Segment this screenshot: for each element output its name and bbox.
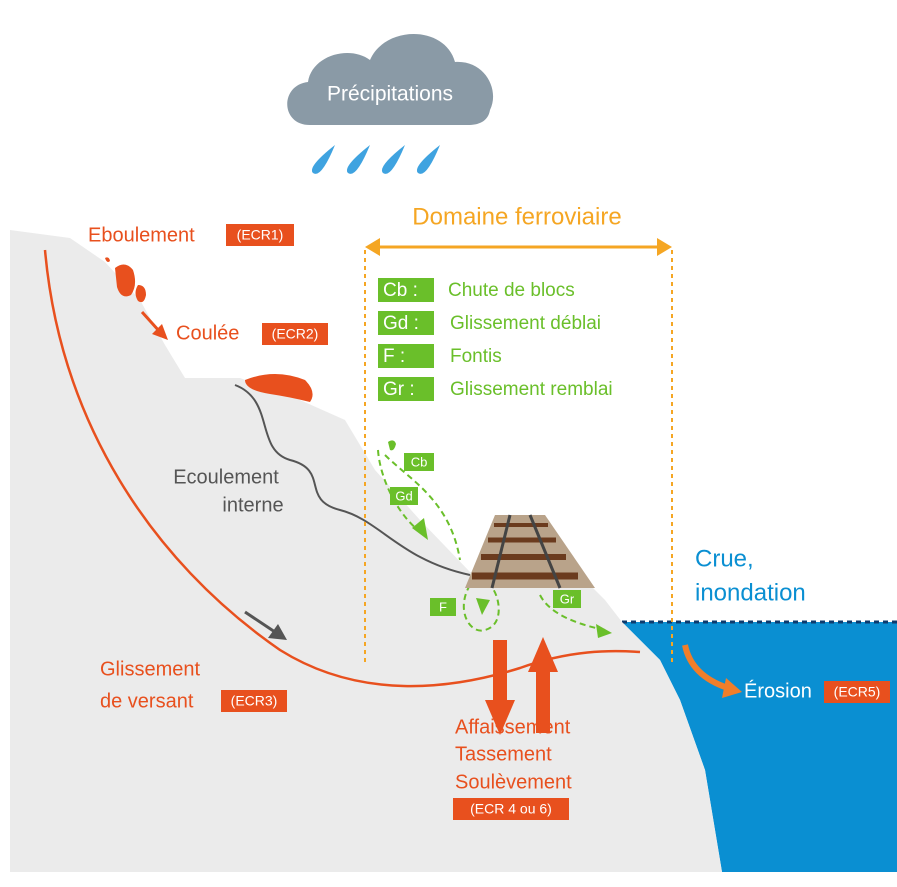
domain-title: Domaine ferroviaire: [412, 203, 621, 230]
slope: [10, 230, 722, 872]
raindrop: [346, 145, 370, 174]
small-label: Cb: [411, 454, 428, 469]
arrowhead: [596, 624, 612, 638]
code: (ECR5): [834, 684, 881, 700]
arrowhead: [528, 637, 558, 672]
rock: [105, 257, 146, 303]
legend-label: Glissement remblai: [450, 379, 613, 400]
raindrop: [381, 145, 405, 174]
code: (ECR1): [237, 227, 284, 243]
internal-flow: [234, 384, 471, 576]
label: inondation: [695, 579, 806, 606]
label: Ecoulement: [173, 466, 279, 488]
raindrop: [311, 145, 335, 174]
code-tag: [221, 690, 287, 712]
railway-track: [465, 514, 595, 589]
raindrop: [416, 145, 440, 174]
legend-code: F :: [383, 346, 405, 367]
f-path: [462, 584, 500, 632]
code-tag: [824, 681, 890, 703]
up-arrow: [536, 668, 550, 733]
small-label: Gr: [560, 591, 575, 606]
cloud: [287, 33, 494, 125]
small-label: Gd: [395, 488, 412, 503]
small-tag: [430, 598, 456, 616]
label: Coulée: [176, 322, 239, 344]
arrow: [140, 310, 162, 334]
small-tag: [404, 453, 434, 471]
raindrops: [311, 145, 440, 174]
label: Affaissement: [455, 716, 571, 738]
rock-small: [388, 440, 396, 451]
rail: [528, 514, 562, 589]
legend-code: Gd :: [383, 313, 419, 334]
arrowhead: [485, 700, 515, 735]
small-tag: [390, 487, 418, 505]
arrow: [244, 610, 276, 634]
arrowhead: [476, 598, 490, 615]
code: (ECR3): [231, 693, 278, 709]
label: Soulèvement: [455, 771, 572, 793]
arrowhead: [412, 518, 428, 540]
gd-path: [384, 454, 461, 561]
rail: [490, 514, 512, 589]
legend: Cb : Gd : F : Gr : Chute de blocs Glisse…: [378, 278, 613, 401]
legend-label: Glissement déblai: [450, 313, 601, 334]
legend-label: Fontis: [450, 346, 502, 367]
small-tag: [553, 590, 581, 608]
legend-box: [378, 377, 434, 401]
label: Glissement: [100, 658, 200, 680]
code-tag: [453, 798, 569, 820]
arrowhead: [657, 238, 672, 256]
legend-box: [378, 344, 434, 368]
arrowhead: [722, 678, 742, 698]
label: Eboulement: [88, 224, 195, 246]
code-tag: [262, 323, 328, 345]
small-label: F: [439, 599, 447, 614]
label: Crue,: [695, 545, 754, 572]
flow-blob: [245, 374, 313, 402]
label: Tassement: [455, 743, 552, 765]
label: interne: [222, 494, 283, 516]
legend-box: [378, 278, 434, 302]
legend-code: Gr :: [383, 379, 415, 400]
legend-code: Cb :: [383, 280, 418, 301]
code: (ECR2): [272, 326, 319, 342]
slide-curve: [43, 249, 641, 688]
arrowhead: [152, 324, 168, 340]
cloud-label: Précipitations: [327, 83, 453, 106]
erosion-arrow: [682, 644, 729, 691]
code-tag: [226, 224, 294, 246]
arrowhead: [365, 238, 380, 256]
label: de versant: [100, 690, 194, 712]
legend-box: [378, 311, 434, 335]
legend-label: Chute de blocs: [448, 280, 575, 301]
label: Érosion: [744, 679, 812, 702]
down-arrow: [493, 640, 507, 705]
code: (ECR 4 ou 6): [470, 801, 552, 817]
arrowhead: [268, 624, 287, 640]
